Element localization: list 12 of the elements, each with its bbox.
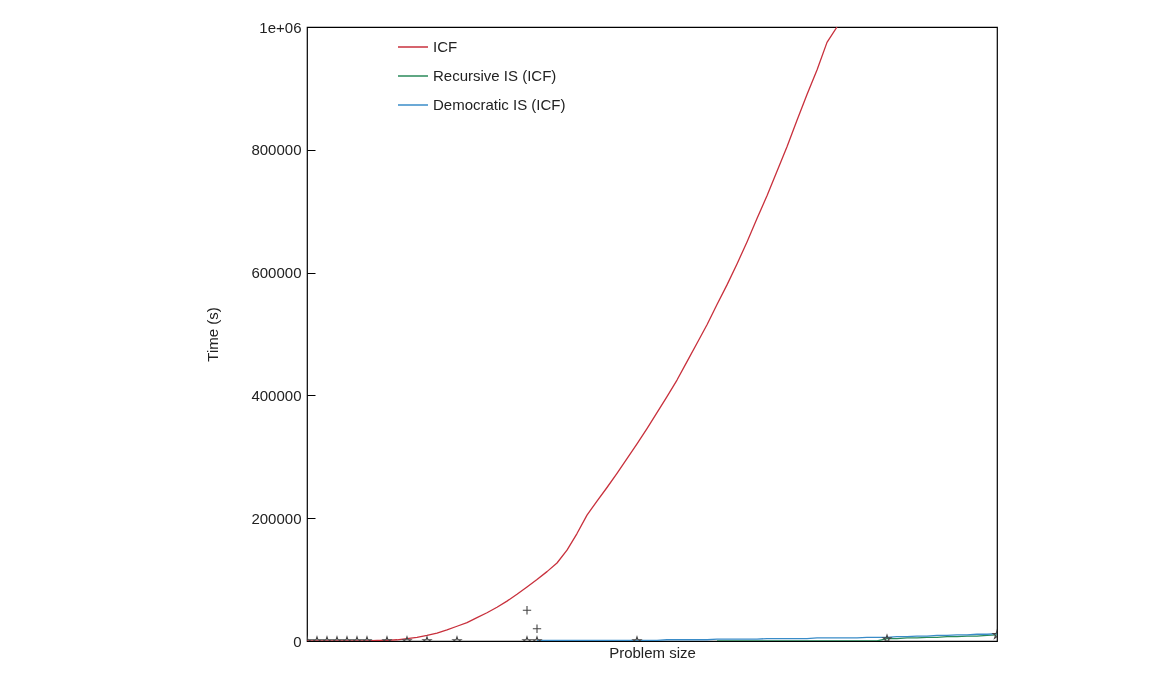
line-series [307,27,838,641]
y-tick-label: 600000 [251,264,302,282]
legend-label: Democratic IS (ICF) [433,96,566,113]
legend-label: Recursive IS (ICF) [433,67,557,84]
x-axis-title: Problem size [609,643,696,661]
legend-label: ICF [433,38,458,55]
y-tick-label: 1e+06 [259,18,302,36]
y-tick-label: 800000 [251,141,302,159]
y-tick-label: 400000 [251,386,302,404]
y-tick-label: 0 [293,632,302,650]
y-tick-label: 200000 [251,509,302,527]
y-axis-title: Time (s) [204,307,222,362]
